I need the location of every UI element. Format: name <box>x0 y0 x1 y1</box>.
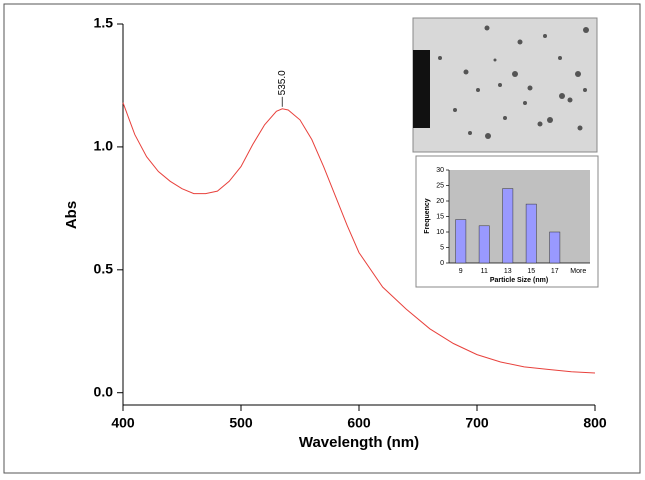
inset-x-tick-label: 11 <box>481 268 488 275</box>
inset-y-tick-label: 15 <box>436 213 444 220</box>
bar <box>478 225 490 264</box>
image-scale-strip <box>413 50 430 128</box>
inset-x-tick-label: 17 <box>551 268 559 275</box>
inset-x-tick-label: 13 <box>504 268 512 275</box>
x-tick-label: 500 <box>229 415 253 431</box>
inset-y-axis-title: Frequency <box>424 198 431 234</box>
bar <box>549 231 561 264</box>
bar <box>525 203 537 264</box>
inset-y-tick-label: 5 <box>440 244 444 251</box>
bar <box>455 219 467 264</box>
bar <box>502 188 514 264</box>
spectrum-line <box>122 102 596 374</box>
y-tick-label: 1.0 <box>94 138 114 154</box>
x-tick-label: 400 <box>111 415 135 431</box>
peak-label: 535.0 <box>277 70 288 95</box>
y-tick-label: 1.5 <box>94 15 114 31</box>
image-bg <box>412 17 598 153</box>
inset-y-tick-label: 0 <box>440 260 444 267</box>
inset-x-tick-label: 15 <box>527 268 535 275</box>
x-axis-title: Wavelength (nm) <box>299 434 419 451</box>
inset-y-tick-label: 20 <box>436 198 444 205</box>
inset-y-tick-label: 30 <box>436 167 444 174</box>
x-tick-label: 600 <box>347 415 371 431</box>
particles <box>438 25 589 139</box>
inset-x-tick-label: More <box>570 268 586 275</box>
inset-x-axis-title: Particle Size (nm) <box>490 277 548 284</box>
y-tick-label: 0.5 <box>94 261 114 277</box>
inset-y-tick-label: 10 <box>436 229 444 236</box>
histogram-plot-area <box>449 170 590 263</box>
tem-image <box>412 17 598 153</box>
y-tick-label: 0.0 <box>94 383 114 399</box>
inset-x-tick-label: 9 <box>459 268 463 275</box>
inset-y-tick-label: 25 <box>436 182 444 189</box>
x-tick-label: 800 <box>583 415 607 431</box>
y-axis-title: Abs <box>63 201 80 229</box>
x-tick-label: 700 <box>465 415 489 431</box>
